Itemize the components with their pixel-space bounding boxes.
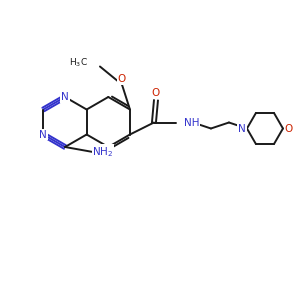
Text: O: O xyxy=(152,88,160,98)
Text: N: N xyxy=(40,130,47,140)
Text: O: O xyxy=(285,124,293,134)
Text: N: N xyxy=(238,124,246,134)
Text: NH$_2$: NH$_2$ xyxy=(92,145,114,159)
Text: NH: NH xyxy=(184,118,200,128)
Text: O: O xyxy=(118,74,126,85)
Text: N: N xyxy=(61,92,69,102)
Text: H$_3$C: H$_3$C xyxy=(69,56,88,69)
